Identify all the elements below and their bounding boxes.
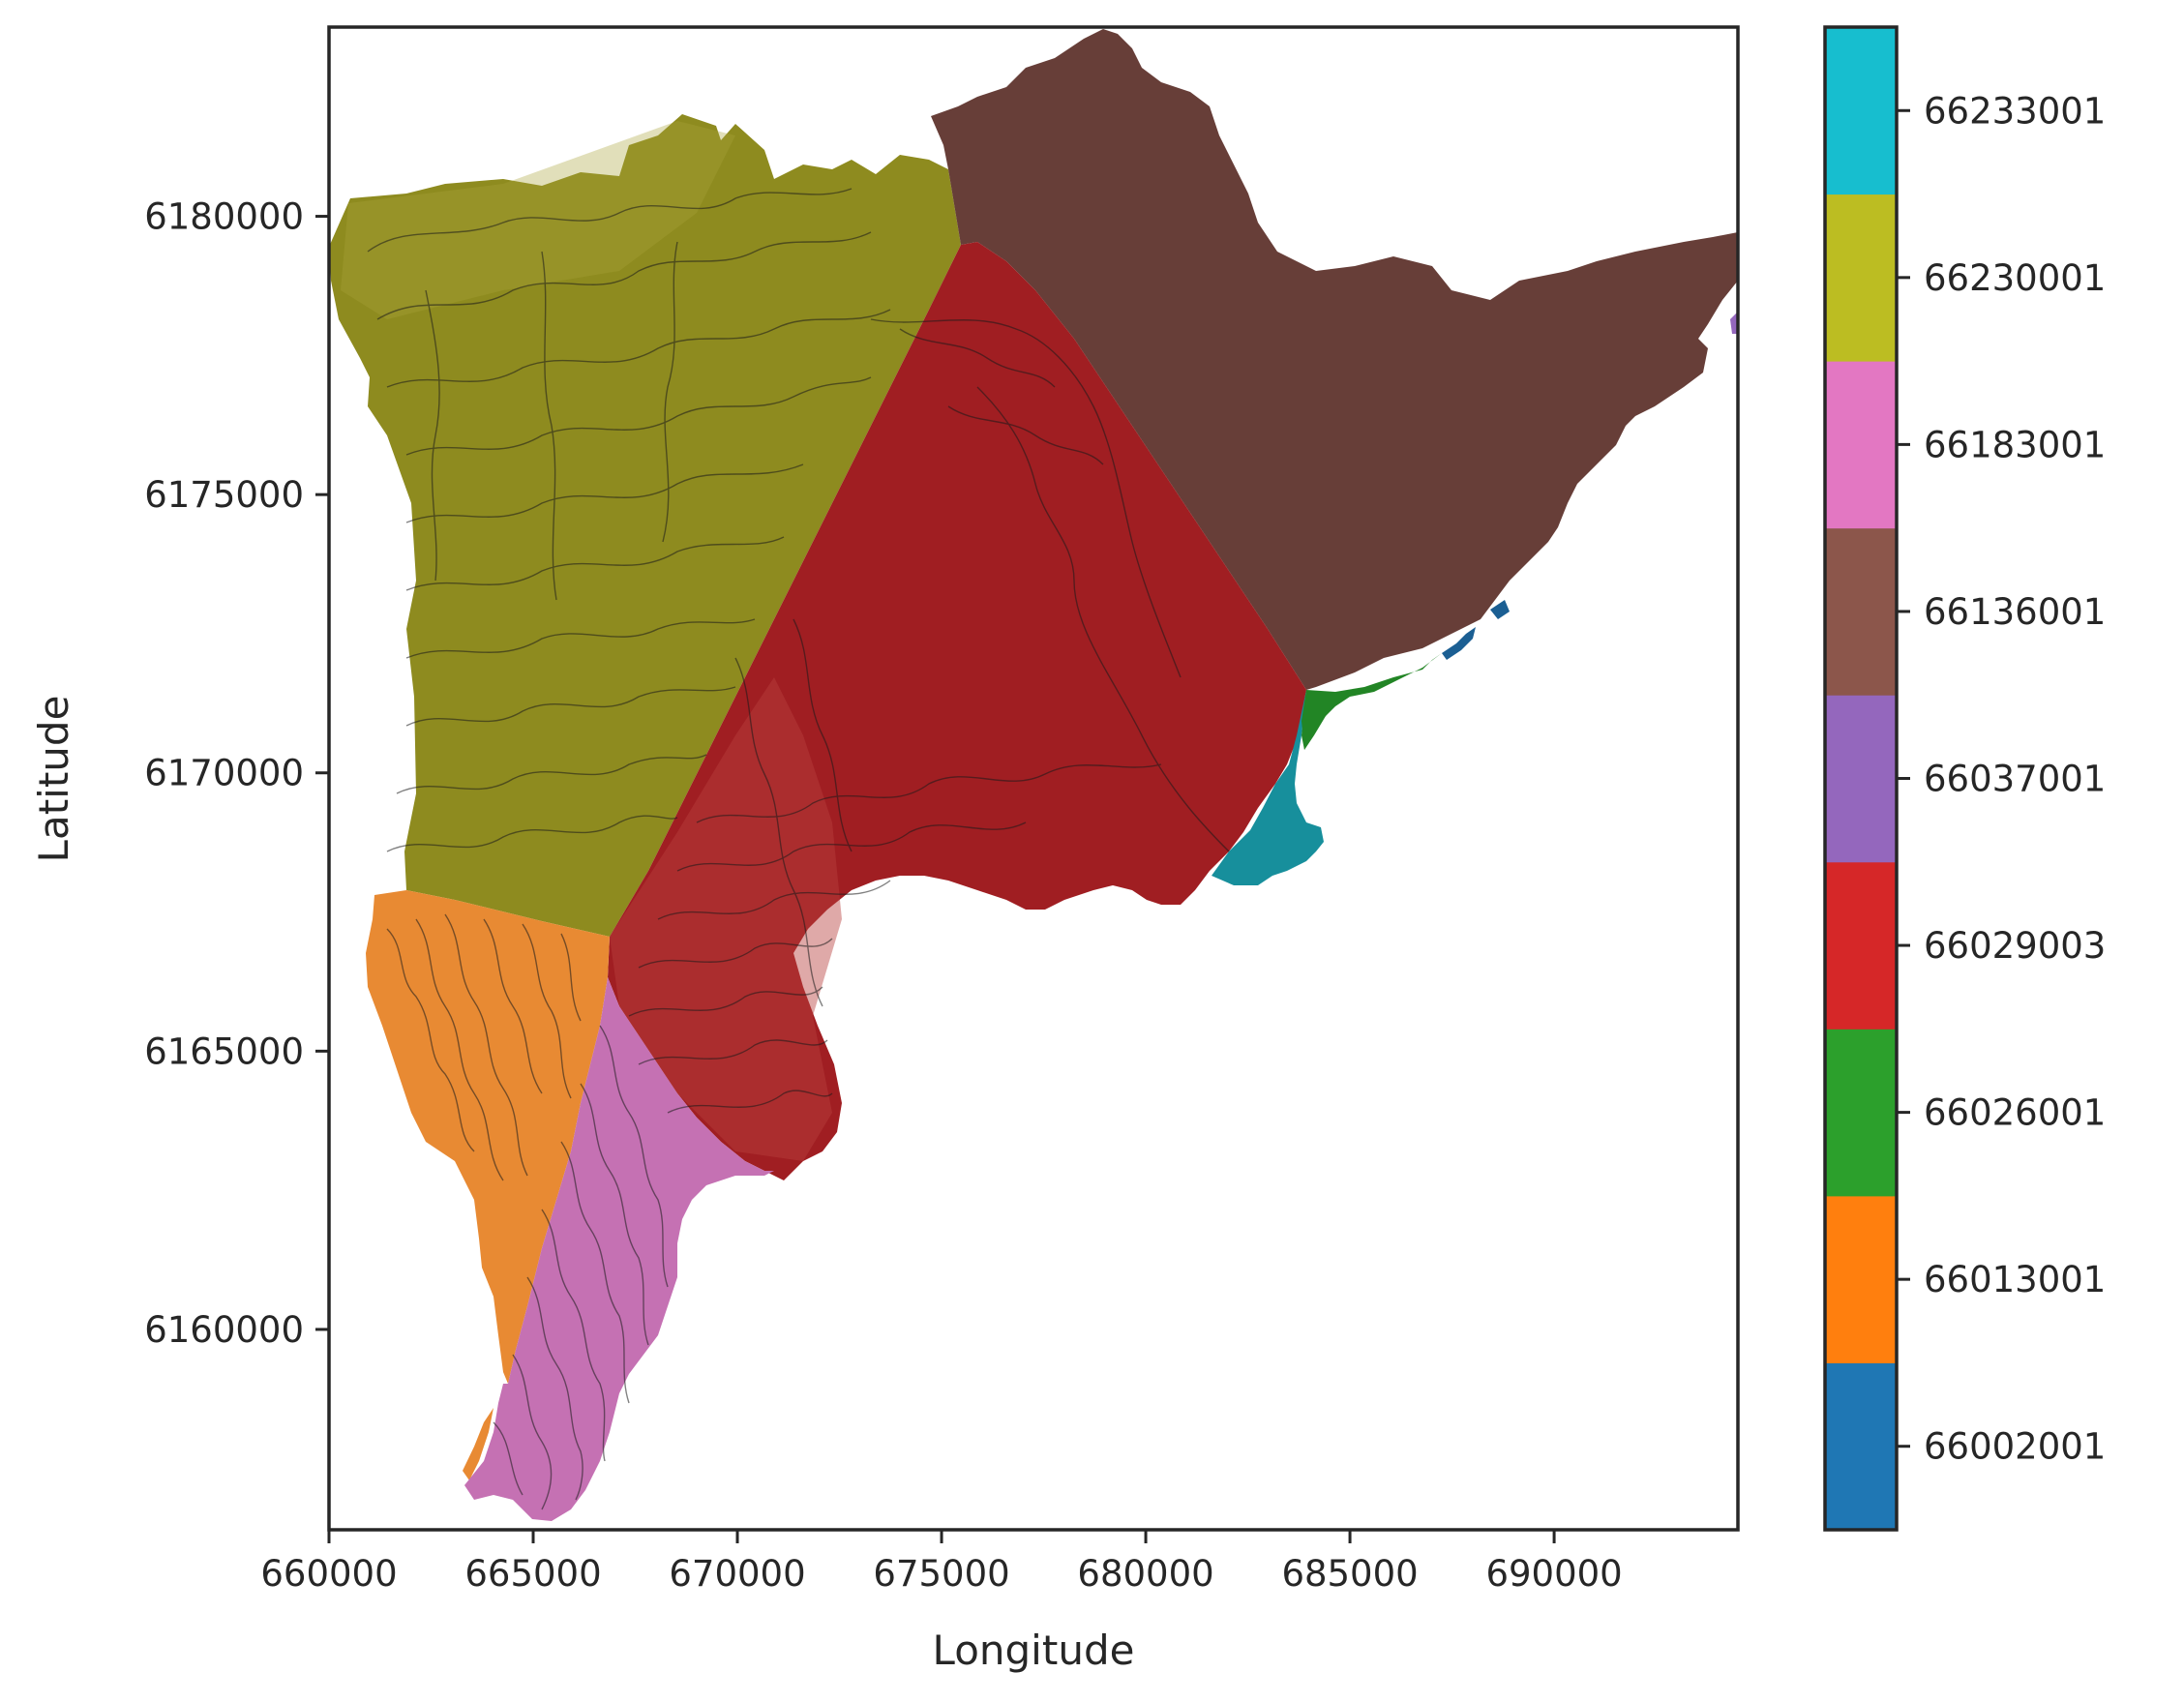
- x-tick-label: 670000: [669, 1553, 805, 1595]
- colorbar-swatch-66183001: [1825, 361, 1897, 529]
- region-66233001: [1212, 690, 1324, 885]
- colorbar-frame: [1823, 25, 1899, 1532]
- colorbar-label: 66136001: [1924, 591, 2106, 633]
- region-66037001: [1730, 312, 1738, 334]
- colorbar-swatch-66013001: [1825, 1195, 1897, 1363]
- colorbar-label: 66183001: [1924, 424, 2106, 465]
- colorbar-label: 66037001: [1924, 759, 2106, 800]
- colorbar-swatch-66136001: [1825, 527, 1897, 696]
- colorbar-label: 66029003: [1924, 925, 2106, 967]
- colorbar-swatch-66233001: [1825, 27, 1897, 195]
- y-axis-title: Latitude: [30, 696, 77, 863]
- y-tick-label: 6160000: [144, 1309, 304, 1351]
- region-66002001: [1442, 627, 1476, 660]
- colorbar-label: 66002001: [1924, 1426, 2106, 1468]
- map-regions: [329, 29, 1738, 1521]
- y-tick-label: 6170000: [144, 753, 304, 794]
- colorbar-label: 66026001: [1924, 1092, 2106, 1134]
- y-axis: 6160000 6165000 6170000 6175000 6180000: [144, 196, 329, 1351]
- colorbar-swatch-66230001: [1825, 194, 1897, 362]
- region-66230001: [329, 114, 961, 937]
- colorbar-swatch-66002001: [1825, 1362, 1897, 1531]
- colorbar-label: 66233001: [1924, 90, 2106, 132]
- colorbar-label: 66230001: [1924, 257, 2106, 299]
- x-tick-label: 675000: [873, 1553, 1009, 1595]
- x-axis: 660000 665000 670000 675000 680000 685000 6900…: [260, 1530, 1623, 1595]
- x-tick-label: 680000: [1077, 1553, 1213, 1595]
- region-66029003: [608, 242, 1306, 1180]
- x-tick-label: 665000: [464, 1553, 601, 1595]
- contour-lines: [367, 188, 1230, 1510]
- colorbar-swatch-66026001: [1825, 1029, 1897, 1197]
- plot-frame: [327, 25, 1740, 1532]
- colorbar-label: 66013001: [1924, 1259, 2106, 1300]
- x-tick-label: 660000: [260, 1553, 397, 1595]
- region-66183001: [464, 977, 774, 1521]
- region-66026001: [1301, 653, 1442, 750]
- y-tick-label: 6165000: [144, 1030, 304, 1072]
- region-66136001: [931, 29, 1738, 690]
- y-tick-label: 6175000: [144, 474, 304, 516]
- x-tick-label: 685000: [1281, 1553, 1418, 1595]
- colorbar-swatch-66037001: [1825, 695, 1897, 863]
- colorbar: 66002001 66013001 66026001 66029003 66037001…: [1823, 25, 2106, 1532]
- region-66013001: [366, 890, 610, 1384]
- y-tick-label: 6180000: [144, 196, 304, 238]
- x-axis-title: Longitude: [933, 1627, 1135, 1674]
- region-66013001-tip: [463, 1408, 494, 1480]
- x-tick-label: 690000: [1485, 1553, 1622, 1595]
- colorbar-swatch-66029003: [1825, 861, 1897, 1030]
